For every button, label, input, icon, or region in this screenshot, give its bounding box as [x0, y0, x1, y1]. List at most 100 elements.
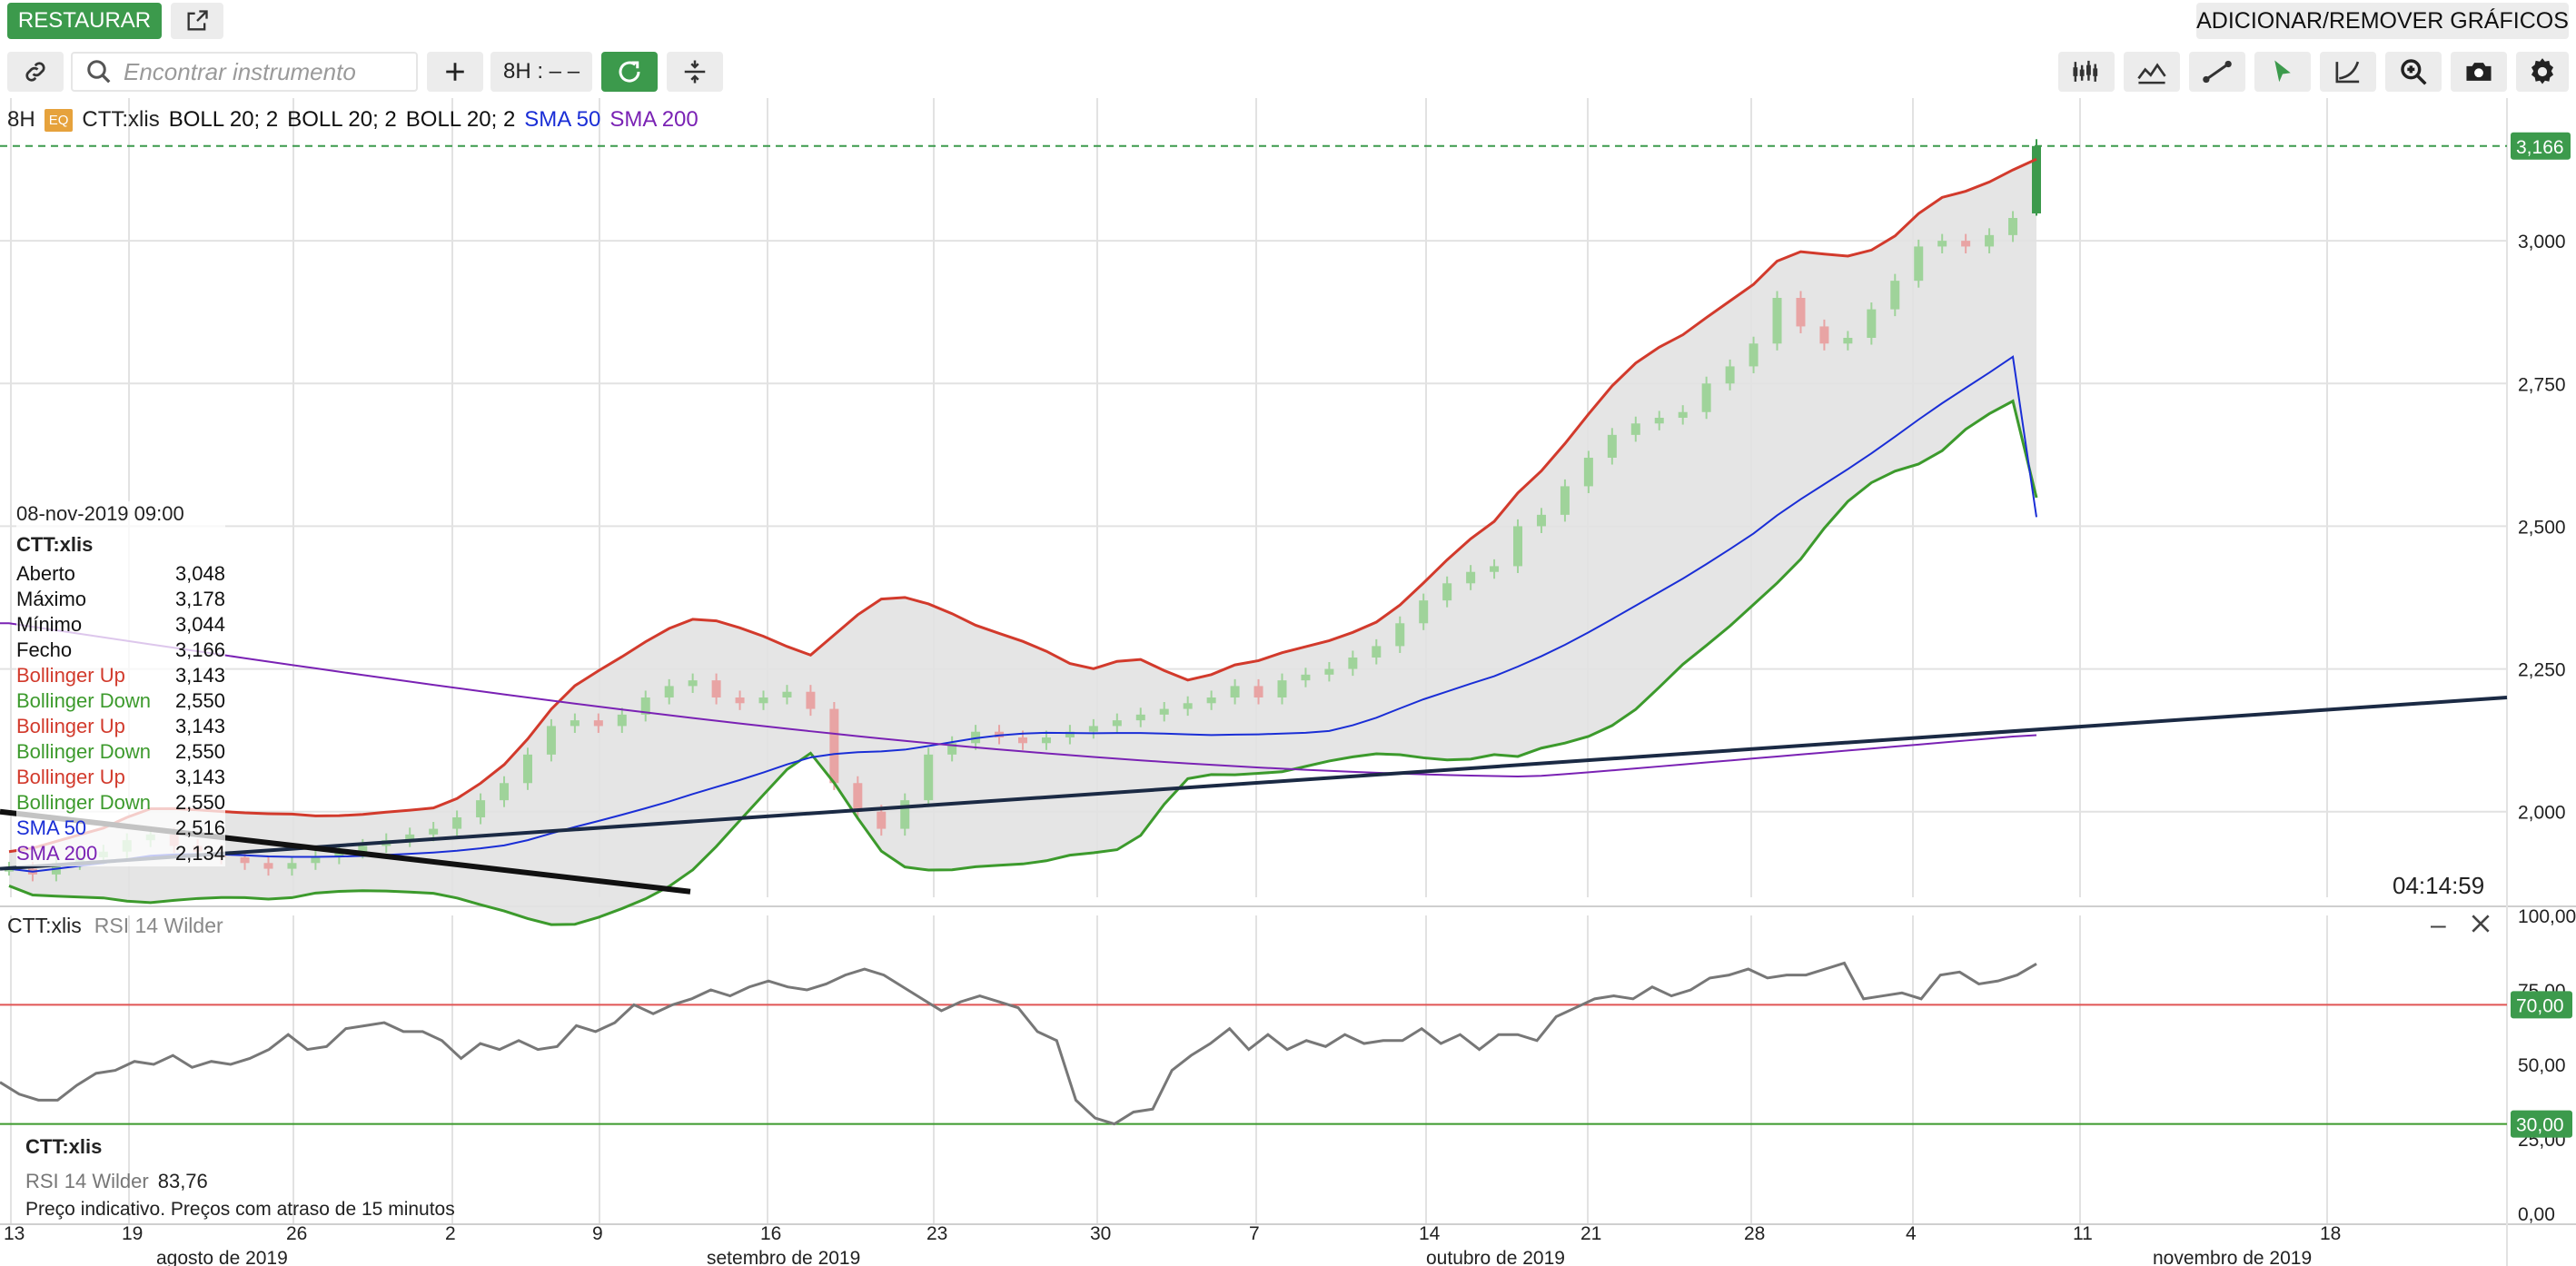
candle-body — [1914, 246, 1924, 282]
chart-type-button[interactable] — [2124, 52, 2180, 92]
candle-body — [1772, 298, 1782, 344]
cursor-icon — [2274, 60, 2291, 83]
rsi-indicator-label: RSI 14 Wilder — [94, 914, 223, 937]
candle-body — [2032, 145, 2041, 213]
data-row-label: Máximo — [16, 588, 87, 610]
close-panel-button[interactable] — [2469, 912, 2492, 940]
rsi-upper-tag — [2511, 991, 2572, 1019]
data-row-value: 3,143 — [174, 664, 225, 687]
data-row-value: 2,550 — [174, 740, 225, 763]
pointer-tool-button[interactable] — [2254, 52, 2311, 92]
data-row: Máximo 3,178 — [16, 587, 225, 612]
date-tick-label: 14 — [1419, 1223, 1441, 1244]
data-row: SMA 50 2,516 — [16, 816, 225, 841]
timeframe-selector[interactable]: 8H : – – — [490, 52, 592, 92]
open-external-button[interactable] — [171, 3, 223, 39]
data-row: Bollinger Down 2,550 — [16, 790, 225, 816]
add-instrument-button[interactable] — [427, 52, 483, 92]
data-row-label: Bollinger Down — [16, 791, 151, 814]
indicator-legend-item[interactable]: BOLL 20; 2 — [405, 107, 516, 132]
candle-body — [735, 697, 745, 704]
indicator-legend-item[interactable]: BOLL 20; 2 — [168, 107, 279, 132]
candle-body — [758, 697, 768, 704]
indicator-legend-item[interactable]: SMA 50 — [524, 107, 601, 132]
data-row-value: 3,044 — [174, 613, 225, 636]
link-button[interactable] — [7, 52, 64, 92]
date-tick-label: 28 — [1744, 1223, 1765, 1244]
screenshot-button[interactable] — [2451, 52, 2507, 92]
rsi-lower-tag — [2511, 1110, 2572, 1138]
add-remove-charts-button[interactable]: ADICIONAR/REMOVER GRÁFICOS — [2196, 3, 2569, 39]
external-link-icon — [187, 10, 208, 31]
indicators-button[interactable] — [2058, 52, 2115, 92]
data-window: 08-nov-2019 09:00 CTT:xlis Aberto 3,048 Má… — [16, 501, 225, 866]
candle-body — [1630, 423, 1640, 435]
candle-body — [2008, 218, 2018, 235]
minimize-panel-button[interactable]: – — [2431, 910, 2446, 940]
candle-body — [1324, 668, 1334, 675]
price-chart[interactable]: 3,0002,7502,5002,2502,0003,166100,0075,0… — [0, 98, 2576, 1266]
candle-body — [546, 726, 556, 755]
date-tick-label: 19 — [122, 1223, 143, 1244]
datetime-label: 08-nov-2019 09:00 — [16, 502, 184, 525]
split-view-button[interactable] — [667, 52, 723, 92]
data-row-value: 2,134 — [174, 842, 225, 865]
candle-body — [1490, 566, 1500, 572]
candle-body — [782, 691, 792, 697]
candle-body — [806, 691, 816, 709]
candle-body — [1159, 708, 1169, 715]
date-tick-label: 2 — [445, 1223, 456, 1244]
data-row-label: Bollinger Up — [16, 715, 125, 737]
date-tick-label: 30 — [1090, 1223, 1111, 1244]
candle-body — [877, 811, 887, 829]
candle-body — [358, 846, 368, 852]
candle-body — [1395, 623, 1405, 647]
candle-body — [5, 868, 14, 872]
draw-line-button[interactable] — [2189, 52, 2245, 92]
data-row-value: 3,048 — [174, 562, 225, 585]
date-tick-label: 7 — [1249, 1223, 1260, 1244]
candle-body — [1701, 383, 1711, 412]
refresh-button[interactable] — [601, 52, 658, 92]
price-tick-label: 2,250 — [2518, 660, 2566, 681]
last-price-tag — [2511, 132, 2571, 160]
rsi-info-label: RSI 14 Wilder — [25, 1170, 149, 1192]
candle-body — [1725, 366, 1735, 384]
data-row: SMA 200 2,134 — [16, 841, 225, 866]
price-tick-label: 2,000 — [2518, 803, 2566, 824]
candle-body — [1301, 674, 1311, 681]
candle-body — [405, 834, 415, 841]
data-row: Aberto 3,048 — [16, 561, 225, 587]
date-tick-label: 23 — [926, 1223, 947, 1244]
gear-icon — [2531, 58, 2554, 84]
equity-badge: EQ — [44, 108, 74, 132]
candle-body — [1253, 686, 1263, 697]
date-tick-label: 18 — [2320, 1223, 2341, 1244]
rsi-info-value: 83,76 — [157, 1170, 208, 1192]
search-input[interactable] — [124, 57, 414, 86]
candles-icon — [2073, 60, 2098, 82]
symbol-label[interactable]: CTT:xlis — [82, 107, 160, 132]
split-arrows-icon — [684, 60, 706, 84]
candle-body — [1607, 434, 1617, 458]
indicator-legend-item[interactable]: SMA 200 — [609, 107, 698, 132]
candle-body — [240, 857, 250, 864]
zoom-button[interactable] — [2385, 52, 2442, 92]
candle-body — [1419, 600, 1429, 624]
chart-legend: 8H EQ CTT:xlis BOLL 20; 2 BOLL 20; 2 BOLL … — [7, 107, 698, 133]
candle-body — [287, 863, 297, 869]
data-row-label: Bollinger Up — [16, 664, 125, 687]
curve-tool-button[interactable] — [2320, 52, 2376, 92]
data-row-label: SMA 200 — [16, 842, 98, 865]
settings-button[interactable] — [2516, 52, 2569, 92]
trendline-support — [0, 696, 2508, 871]
indicator-legend-item[interactable]: BOLL 20; 2 — [287, 107, 397, 132]
candle-body — [1041, 737, 1051, 744]
candle-body — [1536, 514, 1546, 527]
candle-body — [853, 783, 863, 812]
candle-body — [1583, 458, 1593, 487]
candle-body — [711, 680, 721, 697]
restore-button[interactable]: RESTAURAR — [7, 3, 162, 39]
instrument-search[interactable] — [71, 52, 418, 92]
date-tick-label: 26 — [286, 1223, 307, 1244]
